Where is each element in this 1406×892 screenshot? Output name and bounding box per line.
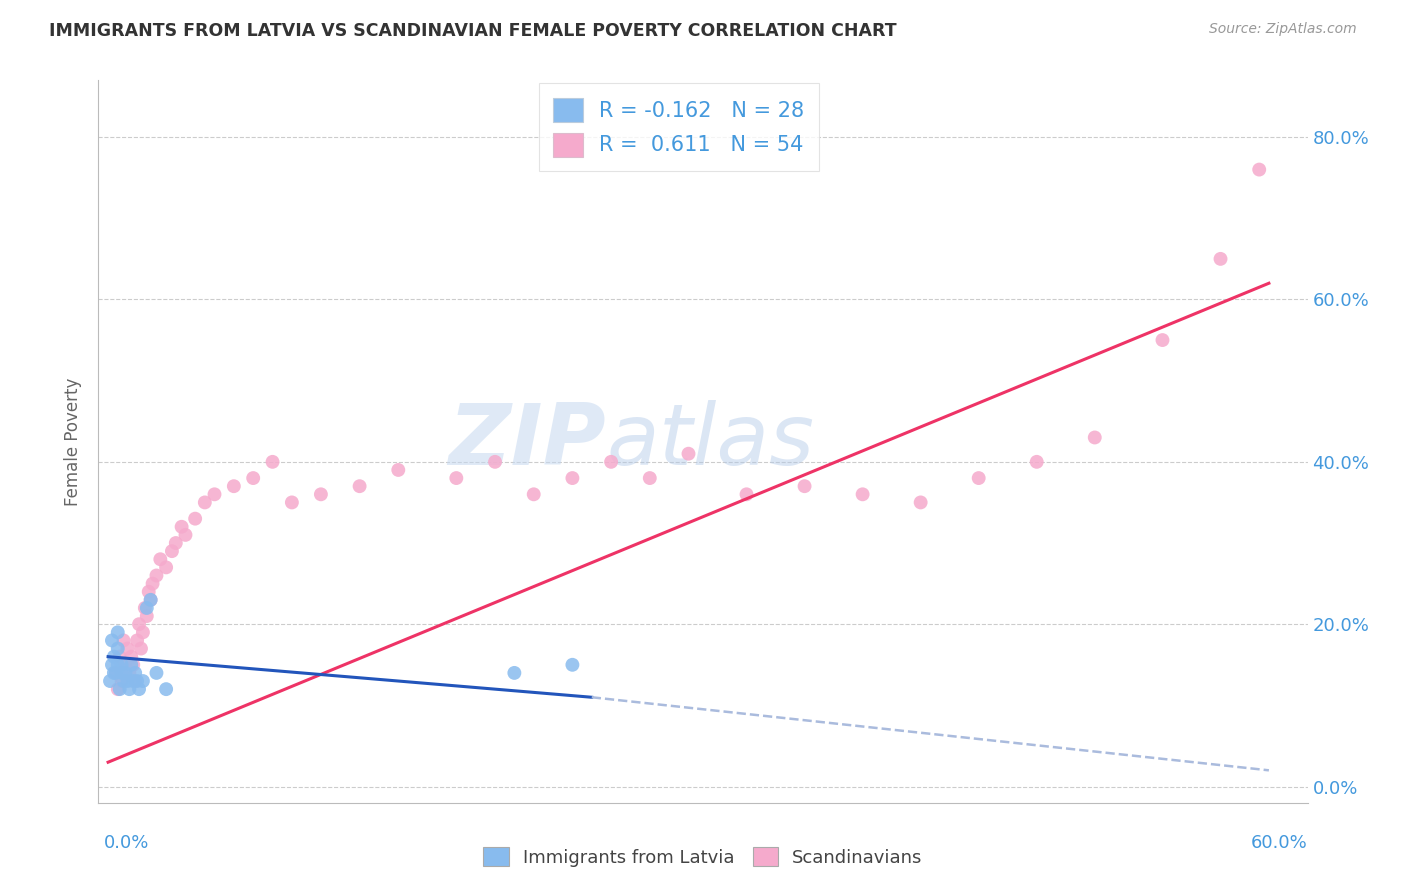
Point [910,495,932,509]
Point [101,657,124,672]
Point [194,495,217,509]
Point [114,657,136,672]
Point [107,657,129,672]
Point [165,536,187,550]
Point [523,487,546,501]
Point [127,673,149,688]
Point [149,552,172,566]
Point [127,633,149,648]
Point [135,609,157,624]
Point [142,576,165,591]
Point [108,649,131,664]
Point [124,665,146,680]
Point [101,633,124,648]
Point [222,479,245,493]
Point [793,479,815,493]
Text: ZIP: ZIP [449,400,606,483]
Point [1249,162,1271,177]
Point [103,649,125,664]
Point [118,682,141,697]
Point [967,471,990,485]
Point [387,463,409,477]
Point [129,641,152,656]
Point [104,665,127,680]
Text: atlas: atlas [606,400,814,483]
Point [114,665,136,680]
Point [204,487,226,501]
Point [117,673,139,688]
Point [108,682,131,697]
Point [111,673,134,688]
Point [132,673,155,688]
Point [735,487,758,501]
Point [160,544,183,558]
Point [600,455,623,469]
Point [112,633,135,648]
Point [145,568,167,582]
Point [134,601,156,615]
Point [120,649,142,664]
Point [107,682,129,697]
Text: IMMIGRANTS FROM LATVIA VS SCANDINAVIAN FEMALE POVERTY CORRELATION CHART: IMMIGRANTS FROM LATVIA VS SCANDINAVIAN F… [49,22,897,40]
Point [120,657,142,672]
Legend: R = -0.162   N = 28, R =  0.611   N = 54: R = -0.162 N = 28, R = 0.611 N = 54 [538,84,818,171]
Legend: Immigrants from Latvia, Scandinavians: Immigrants from Latvia, Scandinavians [474,838,932,876]
Point [111,665,134,680]
Point [184,511,207,525]
Point [132,625,155,640]
Point [104,665,127,680]
Point [111,657,134,672]
Point [124,673,146,688]
Point [135,601,157,615]
Point [174,528,197,542]
Point [103,665,125,680]
Point [139,592,162,607]
Point [112,673,135,688]
Point [484,455,506,469]
Point [107,625,129,640]
Point [446,471,468,485]
Point [98,673,121,688]
Point [638,471,661,485]
Point [138,584,160,599]
Point [309,487,332,501]
Point [122,673,145,688]
Point [678,447,700,461]
Point [1209,252,1232,266]
Point [145,665,167,680]
Point [561,657,583,672]
Text: Source: ZipAtlas.com: Source: ZipAtlas.com [1209,22,1357,37]
Point [1152,333,1174,347]
Point [117,641,139,656]
Point [1084,430,1107,444]
Point [262,455,284,469]
Text: 60.0%: 60.0% [1251,834,1308,852]
Y-axis label: Female Poverty: Female Poverty [65,377,83,506]
Point [128,682,150,697]
Point [170,520,193,534]
Text: 0.0%: 0.0% [104,834,149,852]
Point [561,471,583,485]
Point [118,665,141,680]
Point [139,592,162,607]
Point [503,665,526,680]
Point [155,682,177,697]
Point [349,479,371,493]
Point [128,617,150,632]
Point [852,487,875,501]
Point [242,471,264,485]
Point [281,495,304,509]
Point [155,560,177,574]
Point [122,657,145,672]
Point [1025,455,1047,469]
Point [107,641,129,656]
